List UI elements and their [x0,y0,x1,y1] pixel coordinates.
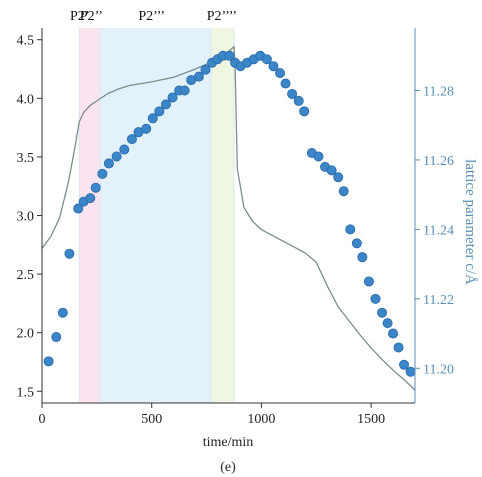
lattice-point [126,134,137,145]
lattice-point [287,88,298,99]
lattice-point [351,238,362,249]
lattice-point [370,293,381,304]
y-left-tick-label: 1.5 [17,385,35,400]
lattice-point [393,342,404,353]
lattice-point [363,276,374,287]
lattice-point [382,318,393,329]
lattice-point [326,165,337,176]
phase-labels: P2’P2’’ P2’’’ P2’’’’ [70,9,237,24]
y-left-tick-label: 2.5 [17,268,35,283]
lattice-point [73,203,84,214]
y-left-tick-label: 4.5 [17,34,35,49]
lattice-point [64,248,75,259]
lattice-point [268,61,279,72]
lattice-point [51,332,62,343]
lattice-point [275,68,286,79]
lattice-point [224,50,235,61]
lattice-point [103,158,114,169]
y-left-tick-label: 4.0 [17,92,35,107]
lattice-point [154,106,165,117]
y-left-tick-label: 3.0 [17,210,35,225]
lattice-point [43,356,54,367]
figure-caption: (e) [220,460,236,475]
lattice-point [405,366,416,377]
y-right-tick-label: 11.28 [423,85,454,100]
phase-label: P2’’ [80,9,103,24]
phase-label: P2’ [70,9,89,24]
lattice-point [299,106,310,117]
phase-label: P2’’’’ [207,9,237,24]
lattice-point [97,168,108,179]
lattice-point [160,99,171,110]
phase-label: P2’’’ [138,9,165,24]
voltage-line [41,45,416,391]
x-axis-label: time/min [203,435,254,450]
lattice-point [141,123,152,134]
lattice-point [377,307,388,318]
lattice-point [119,144,130,155]
y-right-tick-label: 11.24 [423,223,454,238]
x-tick-label: 500 [141,412,162,427]
lattice-point [388,328,399,339]
lattice-point [193,71,204,82]
lattice-point [167,92,178,103]
right-axis-label: lattice parameter c/Å [462,159,478,285]
y-left-tick-label: 2.0 [17,327,35,342]
lattice-point [179,85,190,96]
lattice-point [111,151,122,162]
x-tick-label: 0 [39,412,46,427]
lattice-point [147,113,158,124]
lattice-point [338,186,349,197]
phase-regions [78,28,235,403]
axes: 0 500 1000 1500 1.5 2.0 2.5 3.0 3.5 4.0 4.5 11.20 11… [17,28,454,427]
lattice-point [90,182,101,193]
phase-region-0 [79,28,89,403]
lattice-point [357,252,368,263]
voltage-line-layer [41,45,416,391]
lattice-point [280,78,291,89]
lattice-point [333,172,344,183]
phase-region-3 [210,28,234,403]
lattice-point [200,64,211,75]
lattice-point [313,151,324,162]
y-right-tick-label: 11.26 [423,154,454,169]
lattice-point [85,193,96,204]
lattice-point [345,224,356,235]
lattice-point [261,54,272,65]
lattice-point [293,95,304,106]
x-tick-label: 1000 [247,412,275,427]
x-tick-label: 1500 [357,412,385,427]
y-left-tick-label: 3.5 [17,151,35,166]
lattice-point [399,359,410,370]
y-right-tick-label: 11.22 [423,293,454,308]
phase-region-2 [100,28,211,403]
phase-region-1 [88,28,101,403]
lattice-point [57,307,68,318]
y-right-tick-label: 11.20 [423,362,454,377]
lattice-points-layer [43,50,416,377]
